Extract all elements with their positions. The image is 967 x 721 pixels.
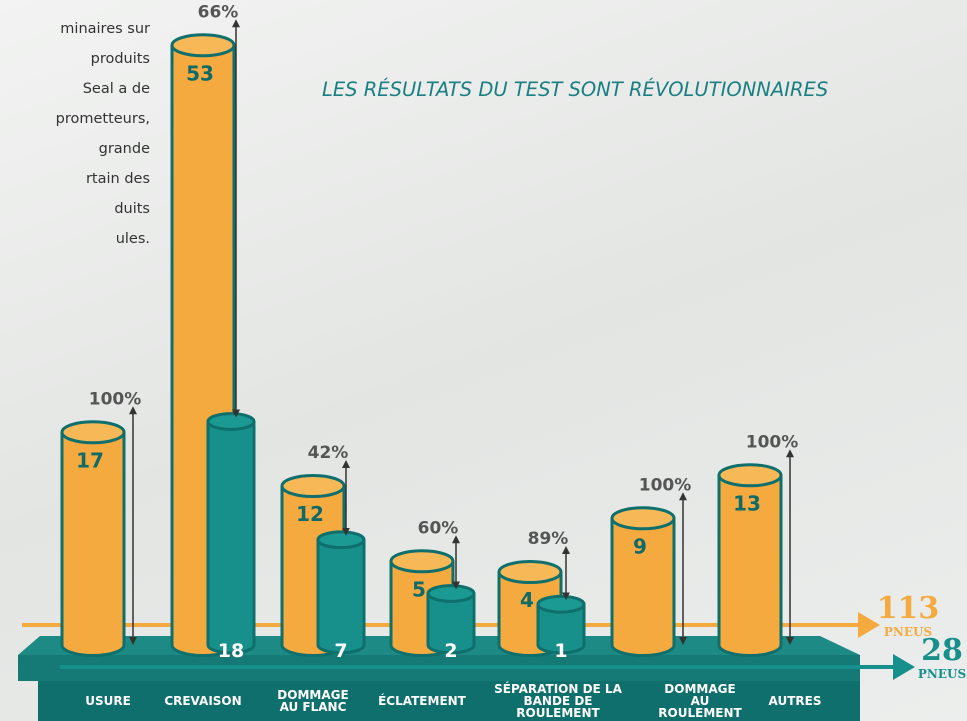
value-label: 7 <box>334 640 347 662</box>
total-value: 113 <box>877 591 940 626</box>
value-label: 5 <box>412 577 426 601</box>
percent-label: 42% <box>308 443 349 463</box>
bar-top <box>538 596 584 612</box>
percent-label: 100% <box>89 389 142 409</box>
percent-label: 60% <box>418 518 459 538</box>
percent-label: 100% <box>639 475 692 495</box>
chart: 17 100% 53 18 66% 12 7 42% 5 2 60% 4 1 89% 9 100% 13 100%… <box>0 0 967 721</box>
bar-top <box>318 532 364 548</box>
bar-top <box>208 414 254 430</box>
bar-top <box>612 508 674 529</box>
category-label: AUTRES <box>755 682 835 720</box>
value-label: 17 <box>76 448 104 472</box>
bar <box>318 532 364 653</box>
category-label: SÉPARATION DE LA BANDE DE ROULEMENT <box>488 682 628 720</box>
total-unit: PNEUS <box>918 667 966 681</box>
bar-top <box>719 465 781 486</box>
percent-label: 100% <box>746 432 799 452</box>
value-label: 18 <box>218 640 244 662</box>
value-label: 1 <box>554 640 567 662</box>
category-label: DOMMAGE AU FLANC <box>276 682 351 720</box>
percent-label: 89% <box>528 529 569 549</box>
value-label: 12 <box>296 502 324 526</box>
category-label: DOMMAGE AU ROULEMENT <box>655 682 745 720</box>
category-label: CREVAISON <box>158 682 248 720</box>
total-arrow <box>893 654 915 680</box>
bar-top <box>172 35 234 56</box>
bar-top <box>428 586 474 602</box>
bar-top <box>499 561 561 582</box>
value-label: 4 <box>520 588 534 612</box>
value-label: 13 <box>733 491 761 515</box>
value-label: 9 <box>633 534 647 558</box>
bar <box>612 508 674 656</box>
bar-body <box>208 422 254 646</box>
category-label: ÉCLATEMENT <box>377 682 467 720</box>
percent-label: 66% <box>198 2 239 22</box>
total-value: 28 <box>921 633 963 668</box>
bar-body <box>318 540 364 645</box>
bar-top <box>391 551 453 572</box>
page: minaires surproduitsSeal a deprometteurs… <box>0 0 967 721</box>
value-label: 53 <box>186 61 214 85</box>
bar <box>208 414 254 653</box>
value-label: 2 <box>444 640 457 662</box>
bar-top <box>62 422 124 443</box>
category-label: USURE <box>63 682 153 720</box>
bar-top <box>282 475 344 496</box>
